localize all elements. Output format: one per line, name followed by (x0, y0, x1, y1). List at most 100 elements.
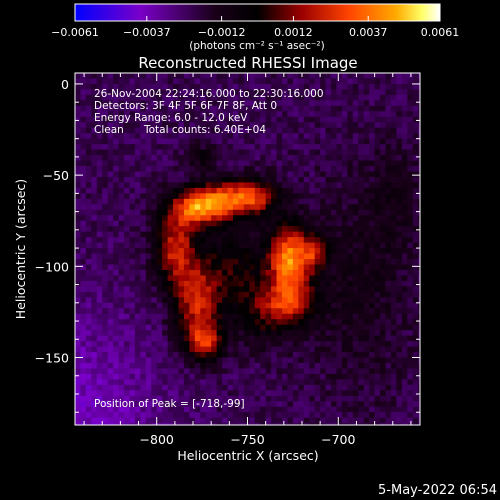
heatmap-cell (118, 297, 125, 304)
heatmap-cell (205, 259, 212, 266)
heatmap-cell (75, 248, 82, 255)
heatmap-cell (129, 83, 136, 91)
heatmap-cell (205, 313, 212, 320)
heatmap-cell (102, 127, 109, 134)
heatmap-cell (178, 122, 185, 129)
heatmap-cell (407, 390, 414, 397)
heatmap-cell (363, 89, 370, 96)
heatmap-cell (80, 308, 87, 315)
heatmap-cell (216, 160, 223, 167)
heatmap-cell (298, 291, 305, 298)
heatmap-cell (369, 171, 376, 178)
heatmap-cell (287, 220, 294, 227)
heatmap-cell (227, 384, 234, 391)
heatmap-cell (347, 83, 354, 91)
heatmap-cell (85, 330, 92, 337)
heatmap-cell (282, 182, 289, 189)
heatmap-cell (303, 242, 310, 249)
heatmap-cell (134, 330, 141, 337)
heatmap-cell (156, 248, 163, 255)
heatmap-cell (200, 286, 207, 293)
heatmap-cell (140, 78, 147, 85)
heatmap-cell (276, 242, 283, 249)
heatmap-cell (75, 209, 82, 216)
heatmap-cell (380, 346, 387, 353)
heatmap-cell (102, 297, 109, 304)
heatmap-cell (189, 362, 196, 370)
heatmap-cell (194, 171, 201, 178)
heatmap-cell (222, 373, 229, 380)
heatmap-cell (102, 226, 109, 233)
heatmap-cell (309, 138, 316, 145)
heatmap-cell (287, 395, 294, 402)
heatmap-cell (200, 105, 207, 112)
heatmap-cell (254, 352, 261, 359)
heatmap-cell (140, 412, 147, 419)
heatmap-cell (314, 362, 321, 370)
heatmap-cell (260, 401, 267, 408)
heatmap-cell (75, 291, 82, 298)
heatmap-cell (129, 204, 136, 211)
heatmap-cell (200, 297, 207, 304)
heatmap-cell (113, 297, 120, 304)
heatmap-cell (173, 73, 180, 80)
heatmap-cell (205, 357, 212, 364)
date-stamp: 5-May-2022 06:54 (378, 483, 497, 498)
heatmap-cell (243, 105, 250, 112)
heatmap-cell (102, 324, 109, 331)
heatmap-cell (314, 226, 321, 233)
heatmap-cell (347, 324, 354, 331)
heatmap-cell (249, 89, 256, 96)
heatmap-cell (200, 231, 207, 238)
heatmap-cell (156, 352, 163, 359)
heatmap-cell (102, 94, 109, 101)
heatmap-cell (243, 187, 250, 194)
heatmap-cell (85, 182, 92, 189)
heatmap-cell (249, 412, 256, 419)
heatmap-cell (205, 291, 212, 298)
heatmap-cell (216, 259, 223, 266)
heatmap-cell (407, 166, 414, 173)
heatmap-cell (407, 182, 414, 189)
heatmap-cell (80, 187, 87, 194)
heatmap-cell (140, 204, 147, 211)
heatmap-cell (352, 384, 359, 391)
heatmap-cell (238, 280, 245, 287)
heatmap-cell (183, 138, 190, 145)
heatmap-cell (118, 73, 125, 80)
heatmap-cell (113, 204, 120, 211)
heatmap-cell (254, 379, 261, 386)
heatmap-cell (124, 242, 131, 249)
heatmap-cell (314, 209, 321, 216)
heatmap-cell (298, 280, 305, 287)
heatmap-cell (292, 94, 299, 101)
heatmap-cell (249, 149, 256, 156)
heatmap-cell (412, 373, 419, 380)
heatmap-cell (96, 357, 103, 364)
heatmap-cell (358, 133, 365, 140)
heatmap-cell (401, 379, 408, 386)
heatmap-cell (331, 105, 338, 112)
heatmap-cell (282, 193, 289, 200)
heatmap-cell (227, 209, 234, 216)
heatmap-cell (292, 362, 299, 370)
heatmap-cell (336, 242, 343, 249)
heatmap-cell (254, 160, 261, 167)
heatmap-cell (140, 362, 147, 370)
heatmap-cell (140, 215, 147, 222)
heatmap-cell (173, 105, 180, 112)
heatmap-cell (292, 384, 299, 391)
heatmap-cell (363, 302, 370, 309)
heatmap-cell (271, 302, 278, 309)
heatmap-cell (140, 373, 147, 380)
heatmap-cell (91, 286, 98, 293)
heatmap-cell (407, 237, 414, 244)
heatmap-cell (385, 335, 392, 342)
heatmap-cell (341, 111, 348, 118)
heatmap-cell (151, 308, 158, 315)
heatmap-cell (314, 390, 321, 397)
heatmap-cell (271, 417, 278, 424)
heatmap-cell (287, 204, 294, 211)
heatmap-cell (407, 319, 414, 326)
heatmap-cell (129, 187, 136, 194)
